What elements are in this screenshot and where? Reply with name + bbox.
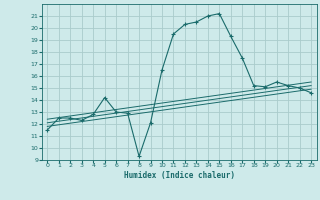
X-axis label: Humidex (Indice chaleur): Humidex (Indice chaleur) bbox=[124, 171, 235, 180]
